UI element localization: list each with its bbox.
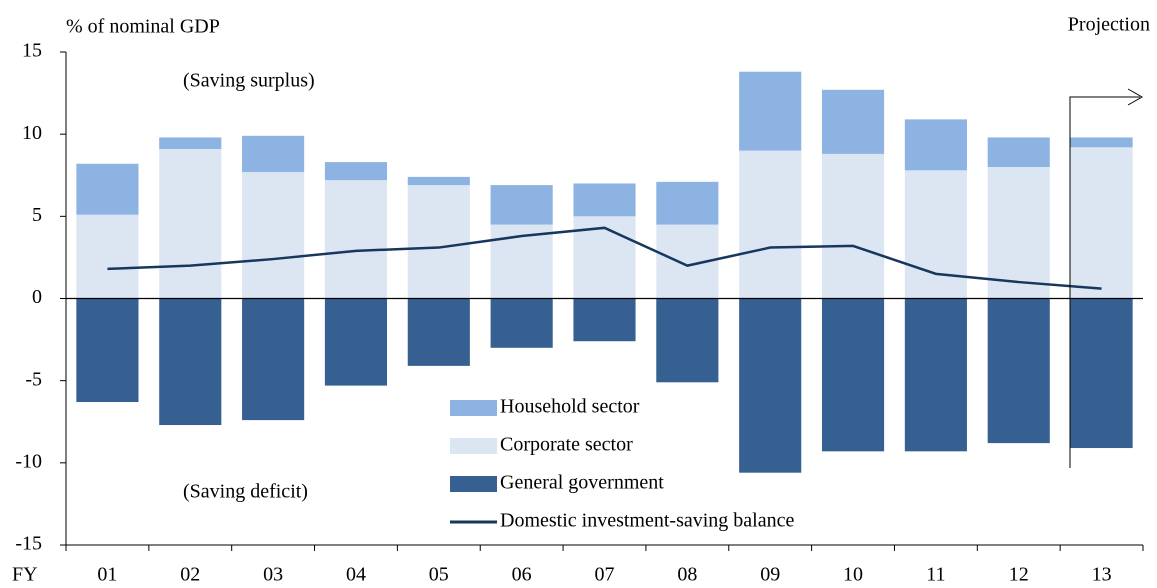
bar: [159, 148, 222, 299]
legend-label: Household sector: [500, 396, 640, 418]
bar: [656, 298, 719, 383]
x-tick-label: 07: [595, 564, 615, 586]
y-tick-label: 10: [22, 122, 42, 144]
bar: [573, 298, 636, 342]
surplus-label: (Saving surplus): [183, 70, 315, 92]
legend-label: Corporate sector: [500, 434, 633, 456]
bar: [987, 167, 1050, 299]
x-tick-label: 03: [263, 564, 283, 586]
bar: [904, 119, 967, 171]
bar: [739, 298, 802, 473]
bar: [821, 153, 885, 299]
x-tick-label: 06: [512, 564, 532, 586]
legend-label: General government: [500, 472, 664, 494]
y-tick-label: 5: [32, 204, 42, 226]
bar: [987, 137, 1050, 168]
projection-arrowhead: [1127, 88, 1144, 106]
x-tick-label: 01: [97, 564, 117, 586]
bar: [242, 171, 305, 299]
y-axis-label: % of nominal GDP: [66, 16, 220, 38]
bar: [159, 298, 222, 426]
bar: [490, 185, 553, 225]
bar: [1070, 137, 1133, 148]
legend-label: Domestic investment-saving balance: [500, 510, 794, 532]
bar: [821, 89, 885, 154]
bar: [76, 298, 139, 403]
legend-swatch: [450, 400, 497, 416]
legend-swatch: [450, 476, 497, 492]
y-tick-label: -10: [15, 450, 42, 472]
y-tick-label: 15: [22, 40, 42, 62]
bar: [76, 163, 139, 215]
bar: [324, 298, 388, 386]
bar: [324, 162, 388, 181]
bar: [904, 170, 967, 299]
x-tick-label: 08: [677, 564, 697, 586]
x-tick-label: 12: [1009, 564, 1029, 586]
x-axis-label: FY: [12, 564, 38, 586]
bar: [739, 71, 802, 151]
y-tick-label: -5: [25, 368, 42, 390]
bar: [573, 183, 636, 217]
line: [107, 226, 1102, 290]
bar: [159, 137, 222, 149]
bar: [242, 298, 305, 421]
bar: [739, 150, 802, 299]
x-tick-label: 09: [760, 564, 780, 586]
bar: [242, 135, 305, 172]
bar: [407, 298, 470, 366]
bar: [407, 185, 470, 299]
x-tick-label: 04: [346, 564, 366, 586]
legend-swatch: [450, 438, 497, 454]
bar: [324, 180, 388, 299]
y-tick-label: -15: [15, 533, 42, 555]
x-tick-label: 13: [1092, 564, 1112, 586]
x-tick-label: 02: [180, 564, 200, 586]
bar: [490, 298, 553, 348]
bar: [1070, 147, 1133, 299]
bar: [407, 176, 470, 186]
projection-label: Projection: [1068, 14, 1150, 36]
projection-bracket: [1069, 96, 1140, 468]
x-tick-label: 05: [429, 564, 449, 586]
y-tick-label: 0: [32, 286, 42, 308]
bar: [987, 298, 1050, 444]
deficit-label: (Saving deficit): [183, 481, 308, 503]
x-tick-label: 11: [926, 564, 945, 586]
bar: [821, 298, 885, 452]
bar: [76, 214, 139, 299]
bar: [904, 298, 967, 452]
bar: [1070, 298, 1133, 449]
bar: [656, 181, 719, 225]
x-tick-label: 10: [843, 564, 863, 586]
